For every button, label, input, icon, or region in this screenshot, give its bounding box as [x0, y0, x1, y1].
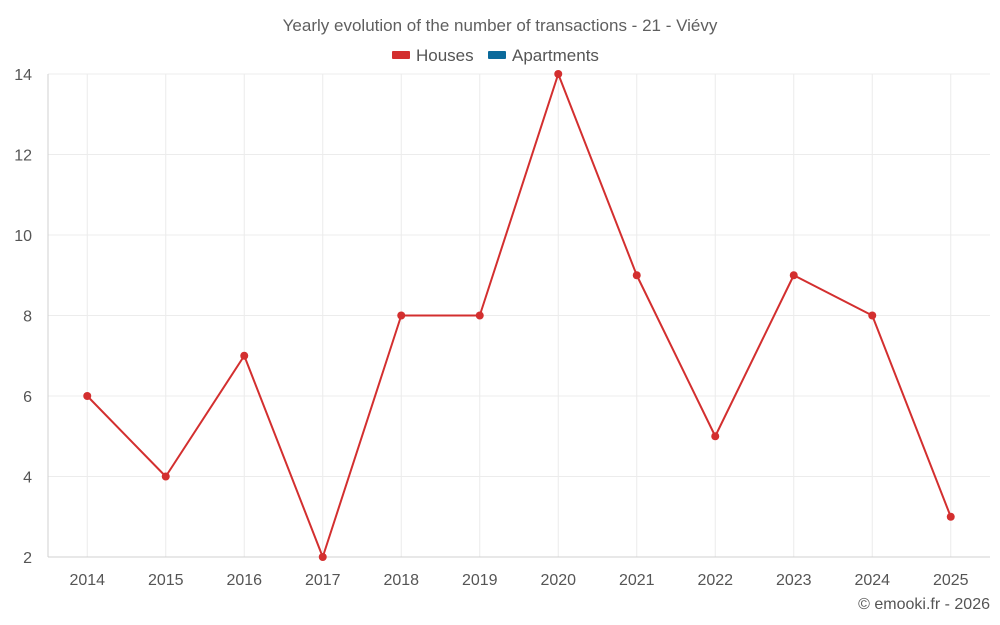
y-tick-label: 6 — [23, 389, 32, 406]
legend-swatch-apartments — [488, 51, 506, 59]
legend-label-apartments[interactable]: Apartments — [512, 46, 599, 65]
x-tick-label: 2025 — [933, 572, 969, 589]
x-tick-label: 2023 — [776, 572, 812, 589]
legend-swatch-houses — [392, 51, 410, 59]
legend-label-houses[interactable]: Houses — [416, 46, 474, 65]
data-point-houses-2015[interactable] — [161, 472, 170, 481]
y-tick-label: 14 — [14, 67, 32, 84]
x-tick-label: 2022 — [697, 572, 733, 589]
data-point-houses-2014[interactable] — [83, 392, 92, 400]
data-point-houses-2020[interactable] — [554, 70, 563, 78]
y-tick-label: 12 — [14, 148, 32, 165]
y-axis: 2 4 6 8 10 12 14 — [14, 67, 49, 567]
data-point-houses-2023[interactable] — [789, 271, 798, 280]
data-point-houses-2024[interactable] — [868, 311, 877, 320]
x-tick-label: 2019 — [462, 572, 498, 589]
x-tick-label: 2020 — [540, 572, 576, 589]
x-tick-label: 2016 — [226, 572, 262, 589]
data-point-houses-2018[interactable] — [397, 311, 406, 320]
credit-text: © emooki.fr - 2026 — [858, 596, 990, 613]
y-tick-label: 4 — [23, 470, 32, 487]
series-line-houses — [86, 73, 952, 558]
data-point-houses-2022[interactable] — [711, 432, 720, 441]
x-tick-label: 2021 — [619, 572, 655, 589]
x-tick-label: 2018 — [383, 572, 419, 589]
x-axis: 2014 2015 2016 2017 2018 2019 2020 2021 2022 2023… — [48, 556, 990, 589]
x-tick-label: 2024 — [854, 572, 890, 589]
chart-title: Yearly evolution of the number of transa… — [283, 16, 718, 35]
x-tick-label: 2014 — [69, 572, 105, 589]
y-tick-label: 2 — [23, 550, 32, 567]
y-tick-label: 8 — [23, 309, 32, 326]
y-tick-label: 10 — [14, 228, 32, 245]
grid — [48, 73, 990, 558]
data-point-houses-2025[interactable] — [946, 512, 955, 521]
data-point-houses-2019[interactable] — [475, 311, 484, 320]
x-tick-label: 2017 — [305, 572, 341, 589]
series-layer — [83, 70, 955, 561]
data-point-houses-2021[interactable] — [632, 271, 641, 280]
data-point-houses-2016[interactable] — [240, 351, 249, 360]
legend: Houses Apartments — [392, 46, 599, 65]
x-tick-label: 2015 — [148, 572, 184, 589]
data-point-houses-2017[interactable] — [318, 553, 327, 561]
